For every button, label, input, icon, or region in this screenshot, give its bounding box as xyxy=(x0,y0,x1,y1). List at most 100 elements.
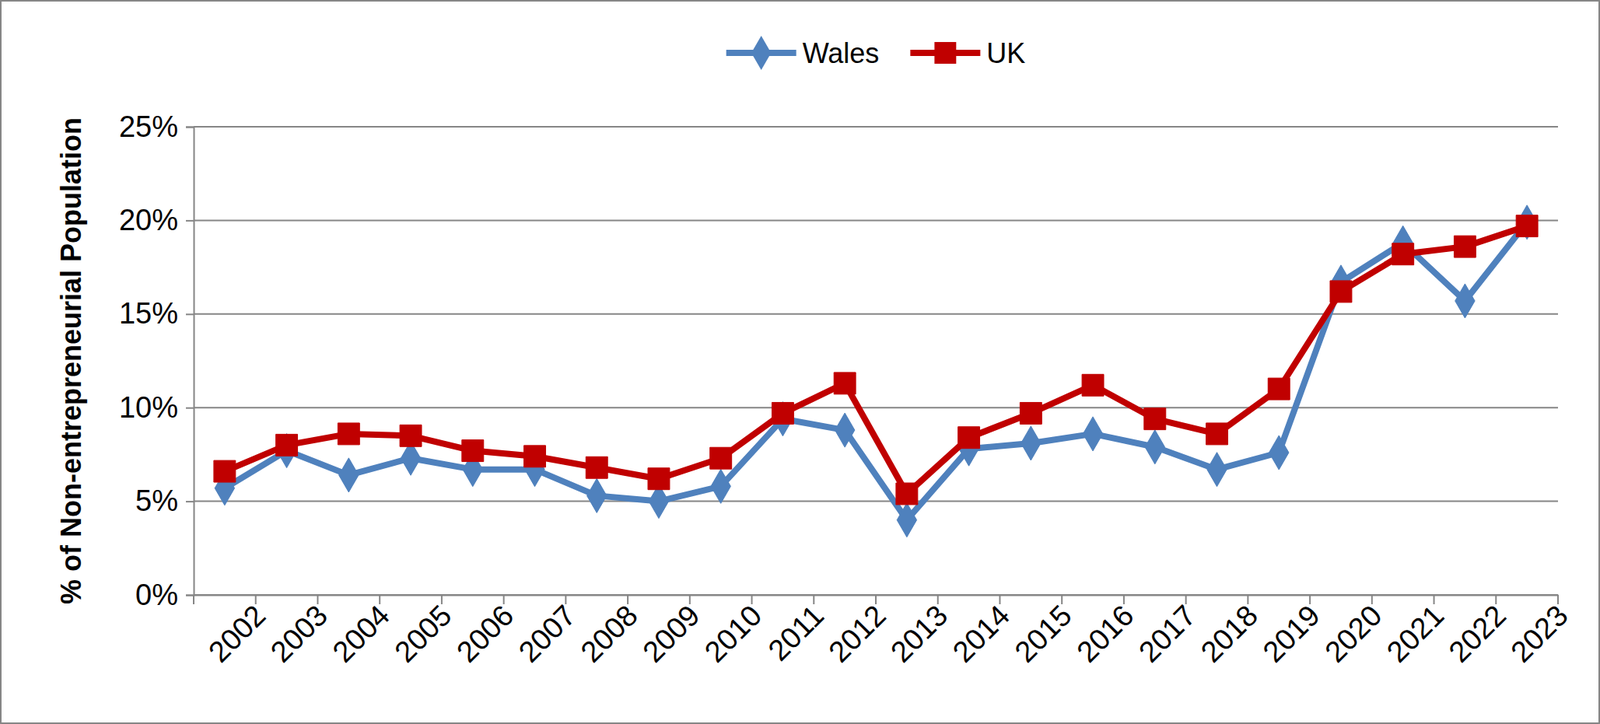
marker xyxy=(1453,235,1476,258)
marker xyxy=(1206,423,1229,445)
marker xyxy=(1330,280,1352,303)
marker xyxy=(1081,374,1104,396)
y-tick: 10% xyxy=(119,391,194,424)
marker xyxy=(585,456,608,479)
marker xyxy=(834,413,855,448)
series-line xyxy=(224,222,1527,521)
series-line xyxy=(224,226,1527,494)
y-tick-label: 5% xyxy=(135,484,179,518)
legend-marker xyxy=(751,35,771,71)
category-separator xyxy=(1557,595,1559,605)
category-separator xyxy=(937,595,939,605)
marker xyxy=(710,469,731,504)
category-separator xyxy=(441,595,443,605)
category-separator xyxy=(998,595,1001,605)
y-tick-mark xyxy=(185,313,194,316)
legend-label: UK xyxy=(986,37,1026,70)
marker xyxy=(1515,215,1538,238)
x-tick-label: 2005 xyxy=(388,598,458,669)
category-separator xyxy=(316,595,319,605)
y-tick-mark xyxy=(185,220,194,222)
x-tick-label: 2013 xyxy=(884,598,954,669)
y-tick-mark xyxy=(185,407,194,410)
y-tick-mark xyxy=(185,500,194,503)
category-separator xyxy=(626,595,629,605)
x-tick-label: 2003 xyxy=(264,598,334,669)
marker xyxy=(524,445,547,468)
category-separator xyxy=(503,595,505,605)
y-tick-label: 20% xyxy=(119,203,179,237)
legend-marker xyxy=(934,42,956,64)
x-tick: 2015 xyxy=(1008,595,1078,669)
x-tick: 2010 xyxy=(698,595,768,669)
category-separator xyxy=(689,595,691,605)
marker xyxy=(462,440,484,463)
x-tick: 2014 xyxy=(946,595,1016,669)
marker xyxy=(213,460,236,483)
marker xyxy=(958,427,981,449)
marker xyxy=(1269,435,1289,470)
y-tick: 0% xyxy=(135,578,194,612)
plot: 0% 5% 10% 15% 20% 25% 200220032004200520062007… xyxy=(119,110,1575,669)
category-separator xyxy=(875,595,877,605)
category-separator xyxy=(1185,595,1187,605)
legend-item: UK xyxy=(910,37,1026,70)
x-tick-label: 2010 xyxy=(698,598,768,669)
grid-line xyxy=(193,126,1558,128)
marker xyxy=(710,447,732,470)
x-tick: 2023 xyxy=(1504,595,1574,669)
x-tick: 2019 xyxy=(1256,595,1326,669)
y-tick: 15% xyxy=(119,297,194,330)
x-tick-label: 2016 xyxy=(1070,598,1140,669)
marker xyxy=(647,468,670,491)
y-tick: 25% xyxy=(119,110,194,144)
category-separators xyxy=(193,595,1558,605)
marker xyxy=(771,402,794,424)
category-separator xyxy=(1494,595,1497,605)
marker xyxy=(1267,378,1290,400)
chart-border xyxy=(0,0,1600,724)
x-axis: 2002200320042005200620072008200920102011… xyxy=(194,595,1575,669)
marker xyxy=(833,372,856,395)
x-tick-label: 2022 xyxy=(1442,598,1513,669)
category-separator xyxy=(564,595,567,605)
category-separator xyxy=(255,595,257,605)
x-tick: 2009 xyxy=(636,595,706,669)
marker xyxy=(1021,426,1041,461)
category-separator xyxy=(1433,595,1436,605)
y-axis-title: % of Non-entrepreneurial Population xyxy=(55,117,88,605)
grid-line xyxy=(193,500,1558,503)
x-tick-label: 2008 xyxy=(574,598,644,669)
x-tick-label: 2004 xyxy=(325,598,396,669)
x-tick: 2007 xyxy=(512,595,582,669)
x-tick: 2018 xyxy=(1194,595,1264,669)
category-separator xyxy=(1246,595,1249,605)
marker xyxy=(276,434,298,456)
y-axis: 0% 5% 10% 15% 20% 25% xyxy=(119,110,195,612)
category-separator xyxy=(1371,595,1373,605)
x-tick-label: 2014 xyxy=(946,598,1016,669)
x-tick-label: 2015 xyxy=(1008,598,1078,669)
category-separator xyxy=(1309,595,1311,605)
legend-label: Wales xyxy=(802,37,880,70)
y-tick-label: 0% xyxy=(135,578,179,612)
marker xyxy=(587,478,607,513)
category-separator xyxy=(378,595,381,605)
x-tick-label: 2007 xyxy=(512,598,582,669)
x-tick: 2006 xyxy=(450,595,520,669)
x-tick: 2008 xyxy=(574,595,644,669)
x-tick-label: 2021 xyxy=(1380,598,1450,669)
x-tick: 2002 xyxy=(202,595,272,669)
x-tick-label: 2009 xyxy=(636,598,706,669)
x-tick-label: 2017 xyxy=(1132,598,1202,669)
x-tick: 2017 xyxy=(1132,595,1202,669)
series-markers xyxy=(213,215,1538,505)
marker xyxy=(1207,452,1227,487)
marker xyxy=(1019,402,1042,424)
category-separator xyxy=(751,595,753,605)
category-separator xyxy=(1123,595,1125,605)
x-tick: 2011 xyxy=(762,595,830,668)
marker xyxy=(896,483,918,505)
category-separator xyxy=(812,595,815,605)
y-axis-line xyxy=(185,127,195,596)
